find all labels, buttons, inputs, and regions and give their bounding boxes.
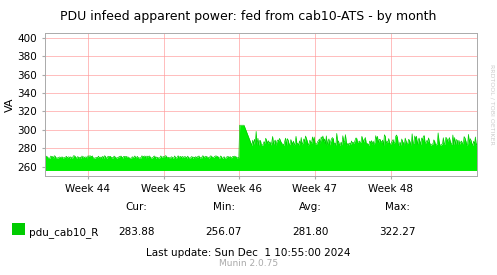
- Text: 256.07: 256.07: [205, 227, 242, 237]
- Text: 281.80: 281.80: [292, 227, 329, 237]
- Text: Min:: Min:: [213, 202, 235, 212]
- Text: Cur:: Cur:: [126, 202, 148, 212]
- Y-axis label: VA: VA: [4, 97, 14, 112]
- Text: RRDTOOL / TOBI OETIKER: RRDTOOL / TOBI OETIKER: [490, 64, 495, 145]
- Text: Max:: Max:: [385, 202, 410, 212]
- Text: Munin 2.0.75: Munin 2.0.75: [219, 259, 278, 268]
- Text: 322.27: 322.27: [379, 227, 416, 237]
- Text: pdu_cab10_R: pdu_cab10_R: [29, 227, 98, 238]
- Text: Avg:: Avg:: [299, 202, 322, 212]
- Text: Last update: Sun Dec  1 10:55:00 2024: Last update: Sun Dec 1 10:55:00 2024: [146, 248, 351, 257]
- Text: 283.88: 283.88: [118, 227, 155, 237]
- Text: PDU infeed apparent power: fed from cab10-ATS - by month: PDU infeed apparent power: fed from cab1…: [60, 10, 437, 23]
